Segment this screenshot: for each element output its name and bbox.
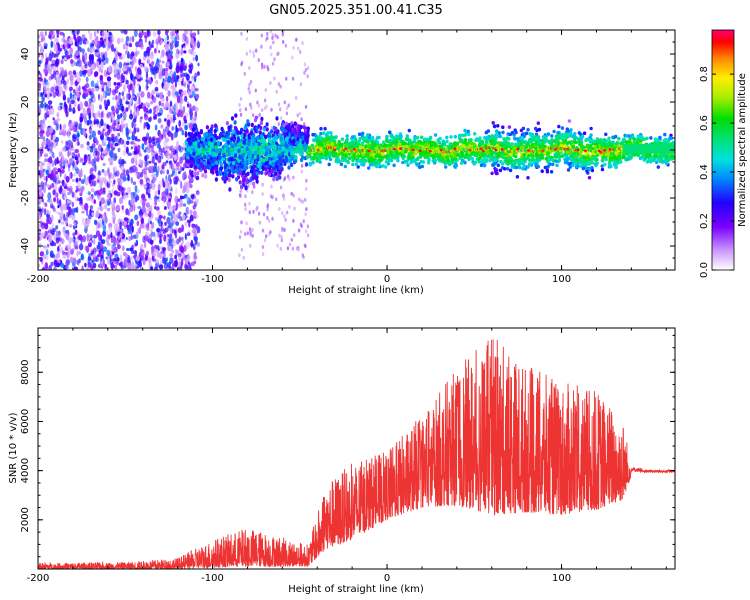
snr-xtick-label: -200 xyxy=(27,573,50,584)
colorbar-tick-label: 0.8 xyxy=(699,66,710,82)
colorbar-ticks: 0.0 0.2 0.4 0.6 0.8 xyxy=(699,66,734,278)
snr-xlabel: Height of straight line (km) xyxy=(288,584,424,595)
spectrogram-ylabel: Frequency (Hz) xyxy=(8,112,19,188)
spectrogram-xtick-label: 100 xyxy=(552,274,571,285)
colorbar xyxy=(711,29,735,271)
snr-ytick-label: 4000 xyxy=(20,458,31,483)
snr-xtick-label: 0 xyxy=(384,573,390,584)
snr-xtick-label: -100 xyxy=(201,573,224,584)
spectrogram-ytick-label: 0 xyxy=(20,147,31,153)
spectrogram-ytick-label: 20 xyxy=(20,96,31,109)
snr-ticks: -200 -100 0 100 2000 4000 6000 8000 xyxy=(20,328,675,584)
colorbar-tick-label: 0.2 xyxy=(699,213,710,229)
spectrogram-xtick-label: -100 xyxy=(201,274,224,285)
spectrogram-ytick-label: -40 xyxy=(20,238,31,254)
snr-series xyxy=(38,339,675,569)
spectrogram-xlabel: Height of straight line (km) xyxy=(288,285,424,296)
snr-frame xyxy=(37,327,676,570)
snr-xtick-label: 100 xyxy=(552,573,571,584)
spectrogram-xtick-label: 0 xyxy=(384,274,390,285)
snr-ytick-label: 8000 xyxy=(20,360,31,385)
snr-ylabel: SNR (10 * v/v) xyxy=(8,412,19,483)
colorbar-tick-label: 0.0 xyxy=(699,262,710,278)
snr-ytick-label: 2000 xyxy=(20,507,31,532)
snr-ytick-label: 6000 xyxy=(20,409,31,434)
spectrogram-heatmap xyxy=(38,30,675,270)
spectrogram-ytick-label: 40 xyxy=(20,48,31,61)
spectrogram-ytick-label: -20 xyxy=(20,190,31,206)
colorbar-tick-label: 0.6 xyxy=(699,115,710,131)
snr-line xyxy=(38,339,675,569)
colorbar-tick-label: 0.4 xyxy=(699,164,710,180)
chart-title: GN05.2025.351.00.41.C35 xyxy=(269,3,443,18)
colorbar-label: Normalized spectral amplitude xyxy=(737,73,748,227)
spectrogram-xtick-label: -200 xyxy=(27,274,50,285)
